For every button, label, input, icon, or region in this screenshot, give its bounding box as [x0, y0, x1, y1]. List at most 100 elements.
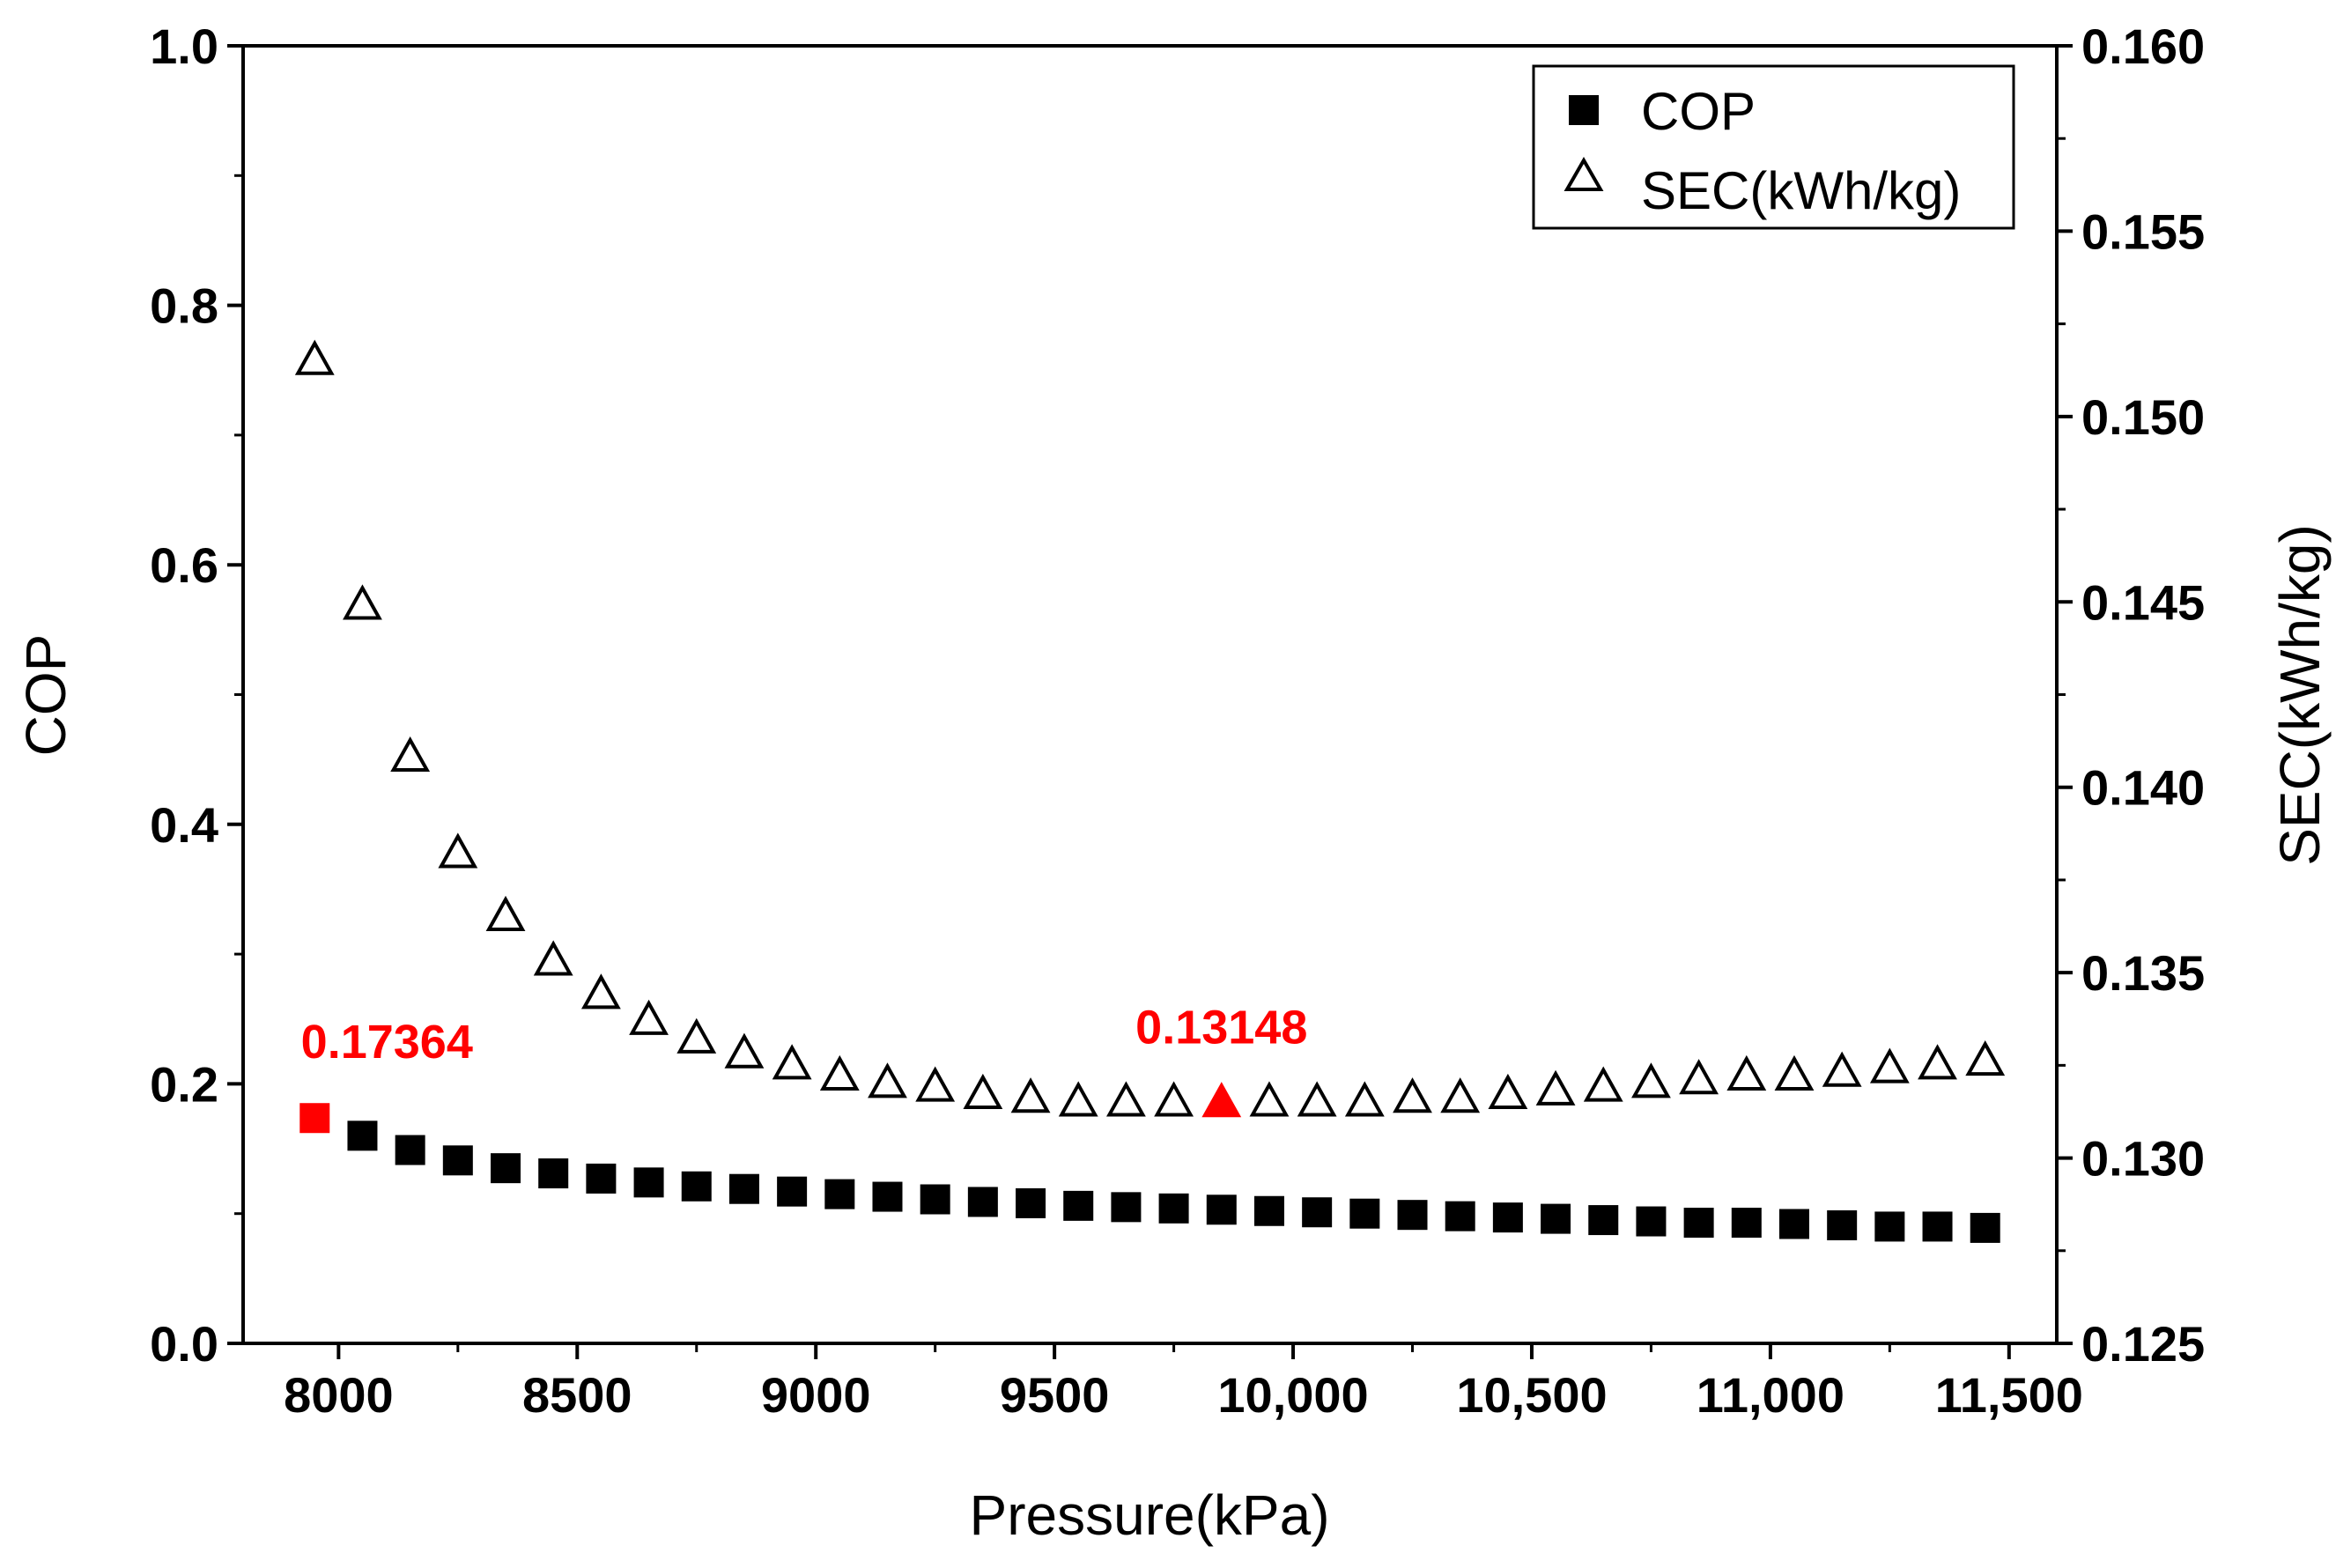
plot-frame	[241, 44, 2059, 1345]
sec-point	[1154, 1081, 1194, 1117]
x-tick-label: 10,500	[1456, 1367, 1607, 1423]
legend-box	[1532, 64, 2015, 230]
sec-point	[1965, 1040, 2006, 1076]
sec-point	[1822, 1051, 1862, 1087]
legend-sec-marker	[1563, 156, 1604, 191]
cop-point	[1731, 1208, 1762, 1239]
cop-point	[1922, 1211, 1953, 1242]
sec-point	[819, 1054, 860, 1091]
cop-point	[538, 1158, 569, 1189]
sec-point	[390, 736, 431, 773]
cop-point	[1111, 1192, 1142, 1223]
cop-point	[681, 1171, 712, 1202]
sec-point	[294, 339, 335, 375]
cop-point	[920, 1184, 950, 1215]
sec-point	[868, 1062, 907, 1098]
sec-point	[1583, 1066, 1623, 1102]
cop-point	[1874, 1211, 1905, 1242]
cop-point	[1683, 1208, 1714, 1239]
y-right-tick-label: 0.150	[2081, 389, 2205, 445]
y-left-tick-label: 0.6	[150, 537, 218, 593]
sec-point	[772, 1044, 812, 1080]
x-tick-label: 9000	[761, 1367, 871, 1423]
sec-point	[580, 973, 621, 1010]
sec-point	[1249, 1081, 1290, 1117]
y-right-tick-label: 0.155	[2081, 203, 2205, 259]
legend-cop-label: COP	[1641, 82, 1756, 141]
cop-point	[1970, 1212, 2000, 1243]
cop-point	[1302, 1197, 1333, 1228]
cop-point	[1016, 1187, 1046, 1218]
cop-point	[1588, 1205, 1619, 1236]
legend-sec-label: SEC(kWh/kg)	[1641, 161, 1961, 220]
y-left-tick-label: 0.4	[150, 797, 218, 853]
cop-point	[395, 1135, 425, 1165]
sec-point	[1869, 1047, 1910, 1084]
x-axis: 8000 8500 9000 9500 10,000 10,500 11,000 11,500	[284, 1343, 2083, 1423]
legend: COP SEC(kWh/kg)	[1532, 64, 2015, 230]
sec-point	[1344, 1081, 1385, 1117]
sec-point	[1488, 1073, 1528, 1110]
sec-point	[1297, 1081, 1337, 1117]
x-tick-label: 11,000	[1697, 1367, 1844, 1423]
cop-point	[347, 1121, 378, 1151]
sec-point	[1058, 1081, 1098, 1117]
sec-point	[963, 1073, 1003, 1110]
x-tick-label: 10,000	[1217, 1367, 1368, 1423]
cop-point	[1541, 1203, 1571, 1234]
x-tick-label: 8500	[522, 1367, 632, 1423]
x-axis-title: Pressure(kPa)	[970, 1483, 1330, 1547]
sec-point	[1105, 1081, 1146, 1117]
sec-point	[343, 584, 382, 620]
cop-point	[586, 1163, 617, 1194]
sec-point	[1774, 1054, 1815, 1091]
y-left-tick-label: 0.0	[150, 1316, 218, 1372]
y-right-tick-label: 0.130	[2081, 1131, 2205, 1187]
cop-point	[1492, 1202, 1523, 1233]
y-right-tick-label: 0.160	[2081, 18, 2205, 74]
y-axis-right-title: SEC(kWh/kg)	[2268, 524, 2332, 866]
sec-point	[1679, 1059, 1719, 1095]
sec-point	[1535, 1069, 1576, 1106]
cop-point	[872, 1181, 903, 1212]
cop-point	[1158, 1193, 1189, 1224]
sec-point-highlight	[1201, 1082, 1242, 1118]
cop-point	[1445, 1201, 1475, 1231]
sec-series	[294, 339, 2006, 1118]
y-right-tick-label: 0.125	[2081, 1316, 2205, 1372]
y-axis-left-title: COP	[14, 634, 78, 757]
highlight-label: 0.17364	[301, 1016, 473, 1069]
cop-point	[824, 1179, 855, 1209]
sec-point	[1631, 1062, 1671, 1098]
sec-point	[1918, 1044, 1957, 1080]
y-left-tick-label: 0.2	[150, 1056, 218, 1112]
cop-series	[299, 1103, 2000, 1243]
cop-point	[633, 1167, 664, 1198]
highlight-label: 0.13148	[1135, 1001, 1307, 1054]
sec-point	[629, 999, 669, 1035]
cop-point	[1827, 1209, 1858, 1240]
sec-point	[676, 1017, 717, 1054]
cop-point	[1206, 1194, 1237, 1225]
cop-point	[1063, 1190, 1094, 1221]
sec-point	[1393, 1077, 1432, 1113]
cop-point-highlight	[299, 1103, 330, 1134]
y-right-tick-label: 0.140	[2081, 760, 2205, 816]
legend-cop-marker	[1569, 95, 1599, 125]
cop-point	[1349, 1198, 1380, 1229]
annotations: 0.17364 0.13148	[301, 1001, 1308, 1069]
x-tick-label: 11,500	[1935, 1367, 2083, 1423]
y-axis-left: 0.0 0.2 0.4 0.6 0.8 1.0	[150, 18, 243, 1372]
sec-point	[1726, 1054, 1767, 1091]
x-tick-label: 8000	[284, 1367, 394, 1423]
y-axis-right: 0.125 0.130 0.135 0.140 0.145 0.150 0.155 0.160	[2057, 18, 2205, 1372]
y-left-tick-label: 1.0	[150, 18, 218, 74]
y-left-tick-label: 0.8	[150, 278, 218, 334]
sec-point	[915, 1066, 956, 1102]
cop-point	[728, 1173, 759, 1204]
cop-point	[1636, 1206, 1667, 1237]
cop-point	[491, 1153, 521, 1184]
cop-point	[1397, 1200, 1428, 1231]
x-tick-label: 9500	[1000, 1367, 1110, 1423]
